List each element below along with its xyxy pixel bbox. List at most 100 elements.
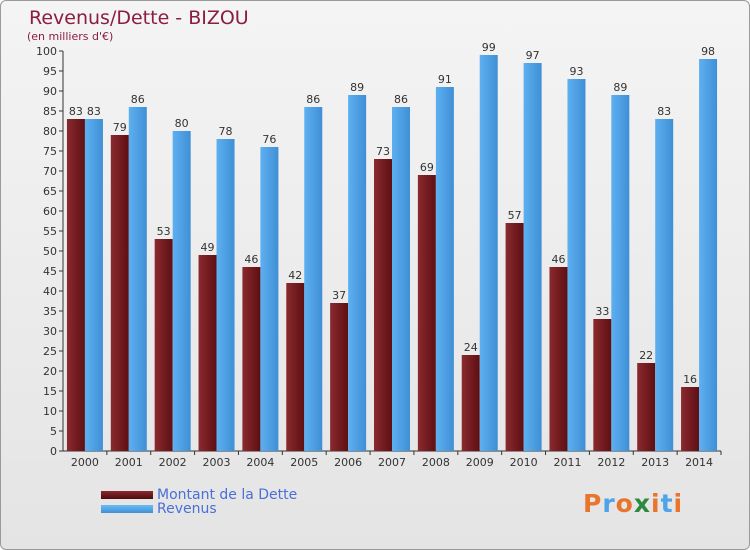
bar-revenus: [348, 95, 367, 451]
y-tick-label: 70: [43, 165, 57, 178]
logo-letter: r: [602, 489, 616, 518]
data-label-revenus: 97: [526, 49, 540, 62]
bar-dette: [286, 283, 305, 451]
data-label-dette: 37: [332, 289, 346, 302]
data-label-dette: 22: [639, 349, 653, 362]
chart-subtitle: (en milliers d'€): [27, 30, 114, 43]
legend-swatch-dette: [101, 491, 153, 499]
x-tick-label: 2008: [422, 456, 450, 469]
data-label-revenus: 83: [87, 105, 101, 118]
data-label-revenus: 98: [701, 45, 715, 58]
legend-label-revenus: Revenus: [157, 501, 217, 517]
data-label-dette: 46: [551, 253, 565, 266]
y-tick-label: 60: [43, 205, 57, 218]
data-label-dette: 24: [464, 341, 478, 354]
x-tick-label: 2012: [597, 456, 625, 469]
chart-title: Revenus/Dette - BIZOU: [29, 7, 249, 29]
y-tick-label: 30: [43, 325, 57, 338]
bar-revenus: [655, 119, 674, 451]
y-tick-label: 55: [43, 225, 57, 238]
data-label-revenus: 83: [657, 105, 671, 118]
y-tick-label: 5: [50, 425, 57, 438]
logo-letter: i: [673, 489, 684, 518]
bar-revenus: [260, 147, 279, 451]
y-tick-label: 20: [43, 365, 57, 378]
bar-revenus: [611, 95, 630, 451]
y-tick-label: 85: [43, 105, 57, 118]
bar-dette: [461, 355, 480, 451]
x-tick-label: 2001: [115, 456, 143, 469]
bar-dette: [198, 255, 217, 451]
x-tick-label: 2009: [466, 456, 494, 469]
x-tick-label: 2004: [246, 456, 274, 469]
bar-dette: [637, 363, 656, 451]
bar-dette: [242, 267, 261, 451]
y-tick-label: 35: [43, 305, 57, 318]
data-label-revenus: 86: [394, 93, 408, 106]
y-tick-label: 75: [43, 145, 57, 158]
data-label-dette: 49: [201, 241, 215, 254]
data-label-dette: 42: [288, 269, 302, 282]
bar-revenus: [699, 59, 718, 451]
x-tick-label: 2005: [290, 456, 318, 469]
bar-dette: [330, 303, 349, 451]
bar-revenus: [435, 87, 454, 451]
bar-dette: [549, 267, 568, 451]
y-tick-label: 0: [50, 445, 57, 458]
y-tick-label: 25: [43, 345, 57, 358]
legend-item-dette: Montant de la Dette: [101, 488, 297, 502]
y-tick-label: 50: [43, 245, 57, 258]
x-tick-label: 2006: [334, 456, 362, 469]
y-tick-label: 90: [43, 85, 57, 98]
data-label-dette: 53: [157, 225, 171, 238]
logo-letter: t: [660, 489, 674, 518]
data-label-dette: 46: [244, 253, 258, 266]
data-label-revenus: 80: [175, 117, 189, 130]
y-tick-label: 80: [43, 125, 57, 138]
data-label-revenus: 86: [131, 93, 145, 106]
logo-letter: o: [615, 489, 634, 518]
x-tick-label: 2014: [685, 456, 713, 469]
y-tick-label: 95: [43, 65, 57, 78]
y-tick-label: 65: [43, 185, 57, 198]
data-label-revenus: 99: [482, 41, 496, 54]
data-label-revenus: 91: [438, 73, 452, 86]
bar-revenus: [304, 107, 323, 451]
data-label-revenus: 89: [350, 81, 364, 94]
logo-letter: x: [633, 489, 651, 518]
y-tick-label: 10: [43, 405, 57, 418]
bar-revenus: [128, 107, 147, 451]
x-tick-label: 2002: [159, 456, 187, 469]
data-label-dette: 73: [376, 145, 390, 158]
x-tick-label: 2003: [203, 456, 231, 469]
y-tick-label: 100: [36, 45, 57, 58]
data-label-dette: 83: [69, 105, 83, 118]
data-label-dette: 16: [683, 373, 697, 386]
bar-revenus: [392, 107, 410, 451]
bar-revenus: [479, 55, 498, 451]
bar-revenus: [172, 131, 191, 451]
y-tick-label: 45: [43, 265, 57, 278]
x-tick-label: 2007: [378, 456, 406, 469]
x-tick-label: 2013: [641, 456, 669, 469]
proxiti-logo: Proxiti: [583, 489, 683, 518]
bar-revenus: [523, 63, 542, 451]
bar-dette: [417, 175, 436, 451]
y-tick-label: 15: [43, 385, 57, 398]
data-label-dette: 33: [595, 305, 609, 318]
legend-swatch-revenus: [101, 505, 153, 513]
bar-dette: [110, 135, 129, 451]
legend-item-revenus: Revenus: [101, 502, 217, 516]
bar-dette: [505, 223, 524, 451]
bar-dette: [681, 387, 700, 451]
data-label-revenus: 93: [569, 65, 583, 78]
x-tick-label: 2011: [553, 456, 581, 469]
x-tick-label: 2000: [71, 456, 99, 469]
data-label-revenus: 76: [262, 133, 276, 146]
logo-letter: i: [651, 489, 661, 518]
y-tick-label: 40: [43, 285, 57, 298]
bar-dette: [66, 119, 85, 451]
data-label-revenus: 86: [306, 93, 320, 106]
